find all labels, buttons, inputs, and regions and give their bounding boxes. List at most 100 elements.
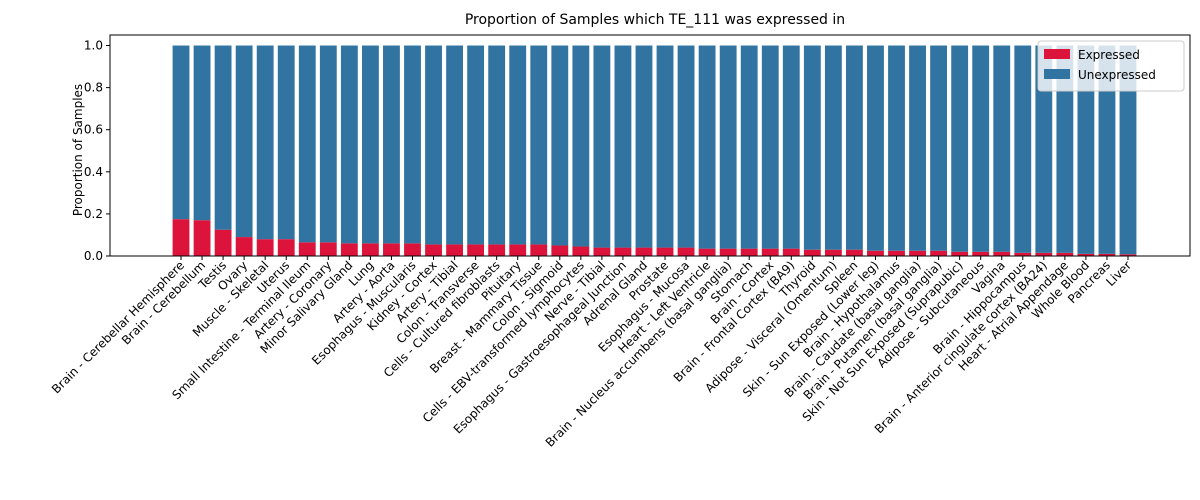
- bar-expressed: [361, 243, 379, 256]
- bar-unexpressed: [551, 45, 569, 246]
- bar-unexpressed: [1056, 45, 1074, 253]
- bar-expressed: [509, 244, 527, 256]
- bar-unexpressed: [383, 45, 400, 244]
- bar-unexpressed: [235, 45, 253, 238]
- bar-unexpressed: [530, 45, 548, 245]
- bar-expressed: [740, 248, 758, 256]
- bar-unexpressed: [719, 45, 737, 249]
- bar-unexpressed: [214, 45, 232, 230]
- bar-unexpressed: [446, 45, 463, 245]
- y-axis-label: Proportion of Samples: [71, 84, 85, 216]
- chart-title: Proportion of Samples which TE_111 was e…: [465, 12, 845, 28]
- bar-unexpressed: [509, 45, 527, 245]
- bar-expressed: [993, 251, 1011, 256]
- bar-expressed: [782, 248, 800, 256]
- bar-expressed: [1035, 252, 1053, 256]
- bar-unexpressed: [298, 45, 316, 243]
- bar-unexpressed: [277, 45, 295, 240]
- bar-expressed: [277, 239, 295, 256]
- bar-expressed: [298, 242, 316, 256]
- bar-expressed: [404, 243, 421, 256]
- bar-expressed: [340, 243, 358, 256]
- bar-unexpressed: [1119, 45, 1137, 255]
- bar-expressed: [319, 242, 337, 256]
- bar-expressed: [1077, 253, 1095, 256]
- bar-unexpressed: [888, 45, 905, 251]
- bar-expressed: [488, 244, 506, 256]
- bar-unexpressed: [572, 45, 590, 247]
- bar-expressed: [1098, 253, 1116, 256]
- bar-expressed: [214, 229, 232, 256]
- bar-expressed: [867, 250, 884, 256]
- plot-frame: [109, 34, 1191, 257]
- bar-unexpressed: [803, 45, 821, 250]
- bar-expressed: [383, 243, 400, 256]
- bar-expressed: [698, 248, 716, 256]
- bar-expressed: [719, 248, 737, 256]
- bar-unexpressed: [951, 45, 969, 252]
- bar-expressed: [803, 249, 821, 256]
- bar-expressed: [256, 239, 274, 256]
- bar-unexpressed: [256, 45, 274, 240]
- bar-expressed: [593, 247, 611, 256]
- bar-expressed: [530, 244, 548, 256]
- bar-unexpressed: [993, 45, 1011, 252]
- bar-unexpressed: [635, 45, 653, 248]
- bar-unexpressed: [193, 45, 211, 221]
- bars-group: [172, 45, 1137, 256]
- y-tick-label: 0.0: [84, 249, 103, 263]
- bar-expressed: [467, 244, 485, 256]
- legend: Expressed Unexpressed: [1037, 40, 1185, 92]
- bar-expressed: [235, 237, 253, 256]
- bar-unexpressed: [740, 45, 758, 249]
- bar-unexpressed: [656, 45, 674, 248]
- y-tick-label: 0.4: [84, 165, 103, 179]
- bar-expressed: [824, 249, 842, 256]
- legend-swatch-expressed: [1044, 49, 1070, 59]
- bar-unexpressed: [677, 45, 695, 248]
- x-tick-label: Liver: [1103, 258, 1134, 289]
- legend-swatch-unexpressed: [1044, 69, 1070, 79]
- bar-unexpressed: [593, 45, 611, 248]
- bar-expressed: [172, 219, 190, 256]
- bar-unexpressed: [867, 45, 884, 251]
- bar-unexpressed: [1035, 45, 1053, 253]
- legend-label-unexpressed: Unexpressed: [1078, 68, 1156, 82]
- bar-expressed: [193, 220, 211, 256]
- bar-unexpressed: [340, 45, 358, 244]
- bar-expressed: [951, 251, 969, 256]
- bar-unexpressed: [361, 45, 379, 244]
- bar-expressed: [656, 247, 674, 256]
- x-tick-label: Brain - Cerebellar Hemisphere: [49, 258, 187, 396]
- bar-expressed: [1119, 254, 1137, 256]
- bar-expressed: [1014, 252, 1032, 256]
- y-tick-label: 0.2: [84, 207, 103, 221]
- bar-unexpressed: [1014, 45, 1032, 253]
- bar-expressed: [846, 249, 863, 256]
- legend-label-expressed: Expressed: [1078, 48, 1140, 62]
- bar-unexpressed: [467, 45, 485, 245]
- bar-unexpressed: [1098, 45, 1116, 254]
- y-tick-label: 0.6: [84, 123, 103, 137]
- bar-unexpressed: [614, 45, 632, 248]
- y-tick-labels: 0.0 0.2 0.4 0.6 0.8 1.0: [84, 39, 110, 263]
- bar-unexpressed: [172, 45, 190, 220]
- bar-expressed: [614, 247, 632, 256]
- y-tick-label: 1.0: [84, 39, 103, 53]
- legend-box: [1037, 40, 1185, 92]
- bar-unexpressed: [319, 45, 337, 243]
- bar-unexpressed: [698, 45, 716, 249]
- bar-unexpressed: [425, 45, 442, 245]
- bar-expressed: [972, 251, 990, 256]
- bar-expressed: [446, 244, 463, 256]
- bar-expressed: [761, 248, 779, 256]
- bar-expressed: [930, 250, 948, 256]
- bar-unexpressed: [404, 45, 421, 244]
- bar-expressed: [425, 244, 442, 256]
- bar-expressed: [888, 250, 905, 256]
- bar-unexpressed: [488, 45, 506, 245]
- bar-unexpressed: [909, 45, 926, 251]
- bar-unexpressed: [824, 45, 842, 250]
